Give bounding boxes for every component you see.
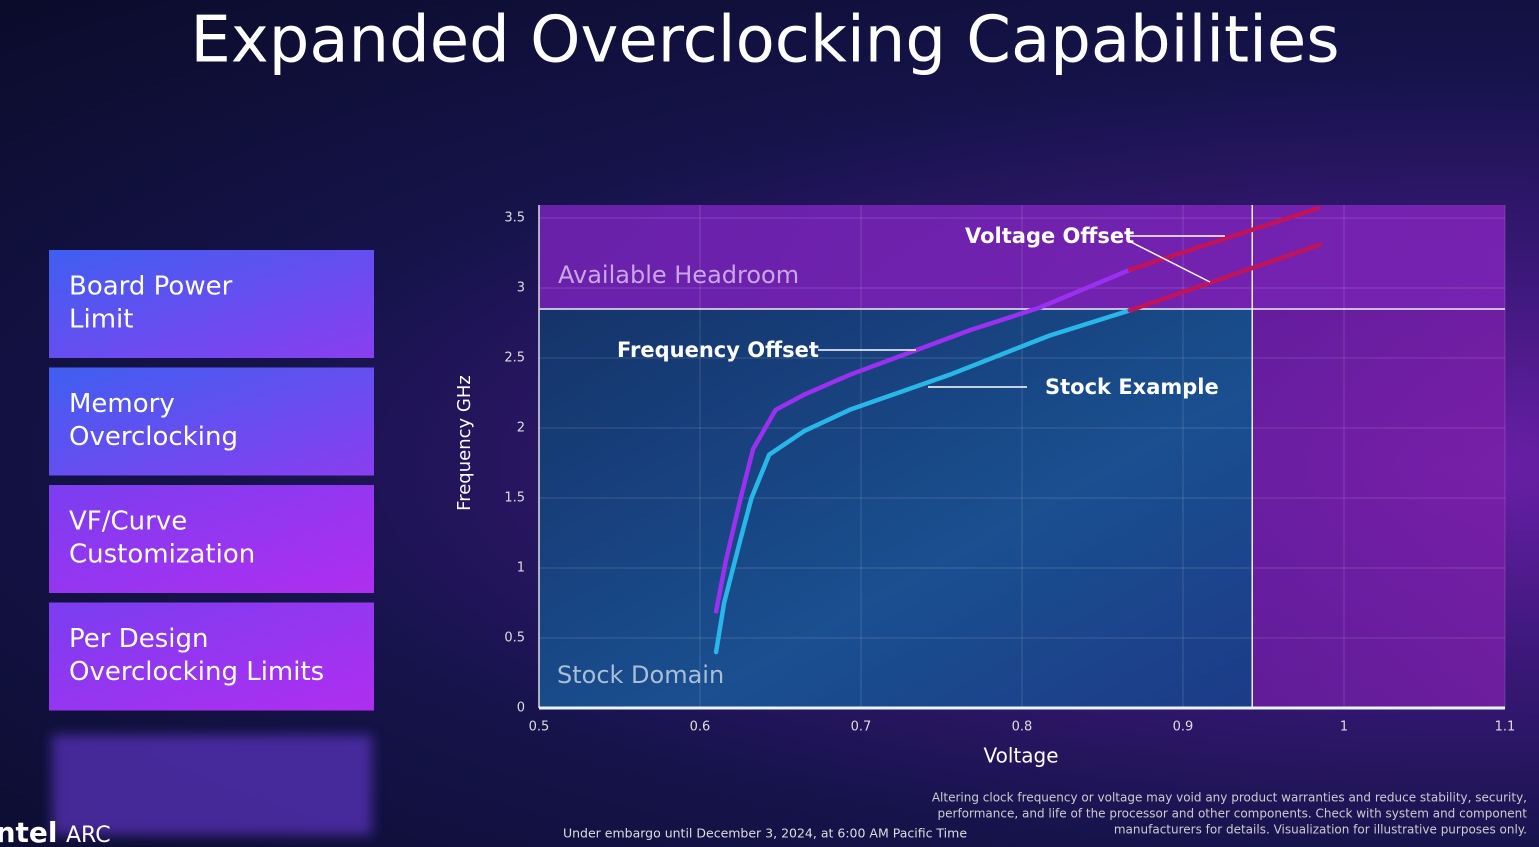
y-tick-label: 1.5 [504,491,525,506]
chart: 0 0.5 1 1.5 2 2.5 3 3.5 0.5 0.6 0.7 0.8 0.9 1 1.1 Avail… [454,205,1515,768]
feature-button [49,485,374,593]
series-line [713,308,1133,655]
disclaimer-line: performance, and life of the processor a… [938,807,1528,821]
embargo-note: Under embargo until December 3, 2024, at… [563,826,967,841]
region-label: Available Headroom [558,261,799,289]
y-tick-label: 0.5 [504,631,525,646]
feature-label: Customization [69,540,255,570]
y-tick-label: 2 [517,421,525,436]
series-line [1127,205,1323,313]
y-tick-label: 0 [517,701,525,716]
feature-label: Overclocking Limits [69,657,324,687]
series-annotation: Stock Example [1045,375,1219,399]
feature-label: Limit [69,305,133,335]
feature-label: Memory [69,389,175,419]
stock-region [539,309,1253,708]
feature-label: Overclocking [69,422,238,452]
title: Expanded Overclocking Capabilities [190,4,1339,78]
x-tick-label: 1 [1340,720,1348,735]
feature-button [49,367,374,476]
series-annotation: Frequency Offset [617,338,819,362]
series-line [713,267,1133,614]
disclaimer-line: manufacturers for details. Visualization… [1114,823,1527,837]
disclaimer-line: Altering clock frequency or voltage may … [932,791,1527,805]
x-tick-label: 0.6 [690,720,711,735]
feature-button [49,250,374,358]
series-annotation: Voltage Offset [965,224,1134,248]
blurred-item [52,735,372,835]
logo-brand: intel [0,816,58,847]
x-tick-label: 0.9 [1173,720,1194,735]
feature-label: Per Design [69,624,208,654]
y-tick-label: 1 [517,561,525,576]
feature-button [49,602,374,711]
y-tick-label: 3.5 [504,211,525,226]
disclaimer: Altering clock frequency or voltage may … [932,791,1527,837]
x-axis-label: Voltage [983,744,1058,768]
feature-label: Board Power [69,272,233,302]
x-tick-label: 1.1 [1495,720,1516,735]
y-tick-label: 2.5 [504,351,525,366]
y-axis-label: Frequency GHz [454,375,475,511]
y-tick-label: 3 [517,281,525,296]
x-tick-label: 0.5 [529,720,550,735]
x-tick-label: 0.8 [1012,720,1033,735]
region-label: Stock Domain [557,661,724,689]
logo-product: ARC [66,823,111,847]
x-tick-label: 0.7 [851,720,872,735]
headroom-region [539,205,1505,309]
feature-label: VF/Curve [69,507,187,537]
leader-line [1126,239,1211,283]
